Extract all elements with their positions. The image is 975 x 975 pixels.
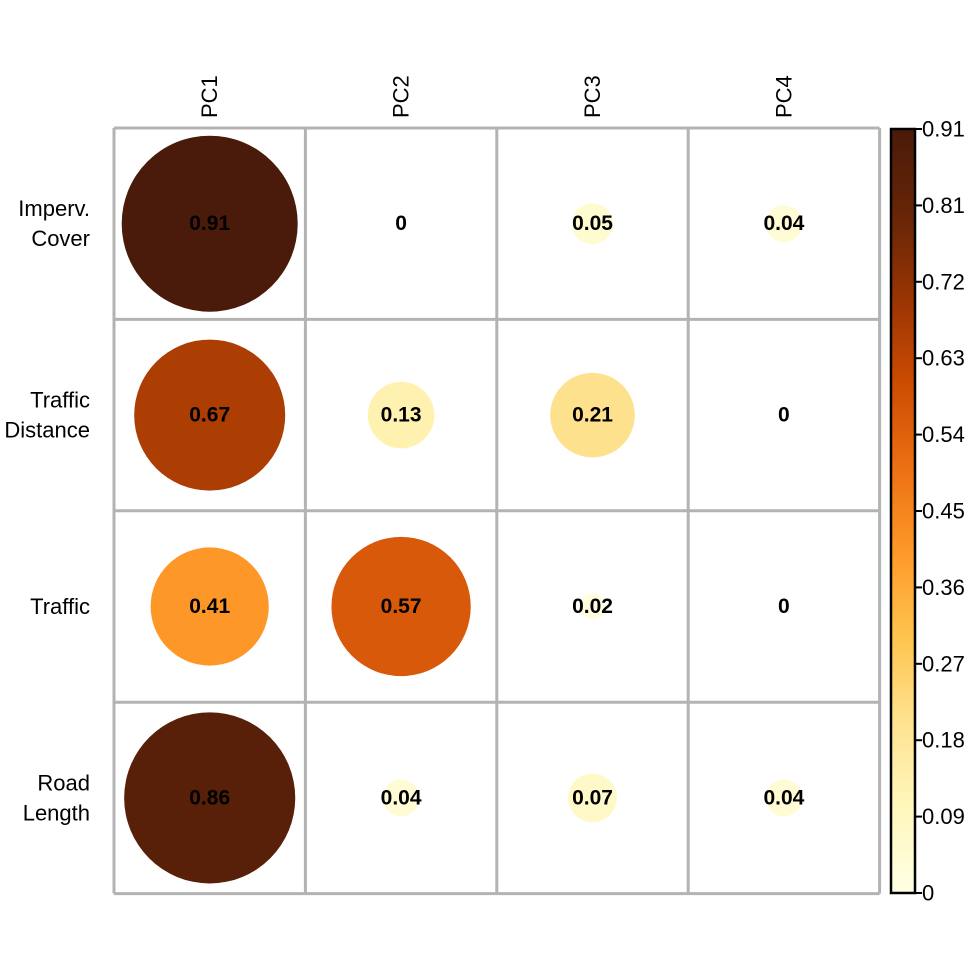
column-labels: PC1 PC2 PC3 PC4 — [197, 75, 796, 118]
cell-value-label: 0.02 — [572, 595, 613, 618]
row-label: Traffic Distance — [4, 388, 90, 443]
column-label: PC3 — [580, 75, 605, 118]
colorbar-tick-label: 0.09 — [922, 804, 965, 829]
cell-value-label: 0.13 — [381, 404, 422, 427]
row-label: Imperv. Cover — [18, 196, 90, 251]
cell-circle — [550, 372, 635, 458]
cell-circle — [382, 779, 420, 817]
cell-value-label: 0.41 — [189, 595, 230, 618]
row-label-line: Traffic — [30, 388, 90, 413]
cell-circle — [121, 135, 298, 312]
row-label-line: Distance — [4, 418, 90, 443]
cell-circle — [150, 547, 269, 666]
row-label-line: Road — [37, 770, 90, 795]
cell-circle — [124, 712, 296, 884]
cell-value-label: 0.67 — [189, 404, 230, 427]
cell-value-label: 0.07 — [572, 786, 613, 809]
value-labels: 0.91 0 0.05 0.04 0.67 0.13 0.21 0 0.41 0.57 0.02 0 0… — [189, 212, 804, 809]
row-label: Traffic — [30, 594, 90, 619]
cell-value-label: 0.21 — [572, 404, 613, 427]
colorbar-tick-label: 0.72 — [922, 269, 965, 294]
cell-value-label: 0.86 — [189, 786, 230, 809]
column-label: PC4 — [771, 75, 796, 118]
cell-value-label: 0.04 — [763, 212, 804, 235]
cell-circle — [367, 381, 435, 449]
colorbar-tick-label: 0.81 — [922, 193, 965, 218]
colorbar-tick-label: 0.54 — [922, 422, 965, 447]
colorbar-tick-label: 0.18 — [922, 728, 965, 753]
cell-value-label: 0.05 — [572, 212, 613, 235]
colorbar-tick-label: 0.63 — [922, 346, 965, 371]
row-label-line: Cover — [31, 226, 90, 251]
cell-value-label: 0 — [778, 404, 790, 427]
colorbar-rect — [889, 127, 917, 895]
row-label: Road Length — [23, 770, 90, 825]
row-label-line: Traffic — [30, 594, 90, 619]
column-label: PC1 — [197, 75, 222, 118]
circles — [121, 135, 803, 884]
cell-circle — [331, 536, 471, 677]
cell-value-label: 0.04 — [763, 786, 804, 809]
cell-circle — [571, 203, 614, 245]
colorbar: 0 0.09 0.18 0.27 0.36 0.45 0.54 0.63 0.72 0.81 0.9… — [889, 117, 965, 906]
cell-value-label: 0 — [395, 212, 407, 235]
colorbar-tick-label: 0.36 — [922, 575, 965, 600]
colorbar-tick-label: 0.45 — [922, 499, 965, 524]
row-label-line: Length — [23, 800, 90, 825]
cell-circle — [765, 205, 803, 243]
cell-circle — [765, 779, 803, 817]
cell-value-label: 0.57 — [381, 595, 422, 618]
cell-circle — [579, 593, 606, 620]
cell-value-label: 0.91 — [189, 212, 230, 235]
column-label: PC2 — [389, 75, 414, 118]
cell-circle — [568, 773, 617, 823]
row-label-line: Imperv. — [18, 196, 90, 221]
colorbar-tick-label: 0 — [922, 881, 934, 906]
cell-value-label: 0 — [778, 595, 790, 618]
colorbar-tick-label: 0.27 — [922, 651, 965, 676]
cell-circle — [134, 339, 286, 491]
colorbar-tick-label: 0.91 — [922, 117, 965, 142]
row-labels: Imperv. Cover Traffic Distance Traffic Road Le… — [4, 196, 90, 825]
cell-value-label: 0.04 — [381, 786, 422, 809]
grid — [112, 126, 882, 896]
